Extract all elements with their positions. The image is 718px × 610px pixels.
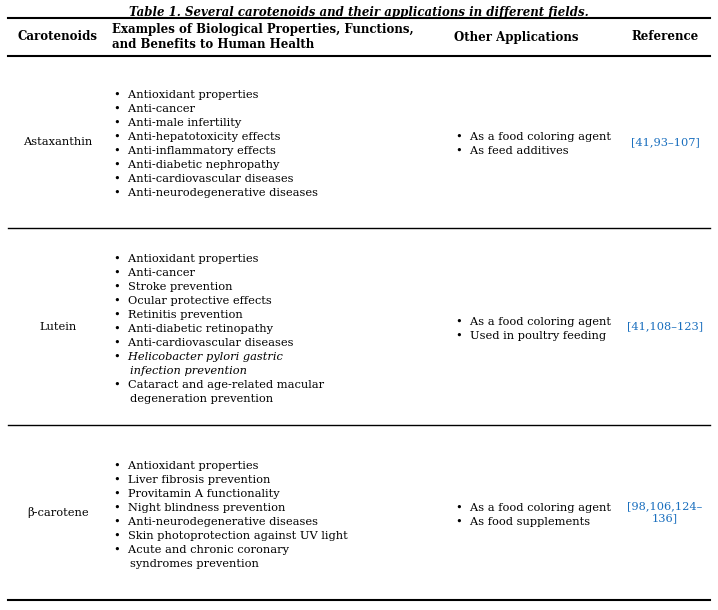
Text: •  Skin photoprotection against UV light: • Skin photoprotection against UV light (114, 531, 348, 540)
Text: syndromes prevention: syndromes prevention (130, 559, 259, 569)
Text: •  Night blindness prevention: • Night blindness prevention (114, 503, 285, 512)
Text: •  Antioxidant properties: • Antioxidant properties (114, 461, 258, 471)
Text: Examples of Biological Properties, Functions,
and Benefits to Human Health: Examples of Biological Properties, Funct… (112, 23, 414, 51)
Text: Astaxanthin: Astaxanthin (24, 137, 93, 147)
Text: •  As a food coloring agent: • As a food coloring agent (456, 317, 611, 327)
Text: •  Stroke prevention: • Stroke prevention (114, 282, 233, 292)
Text: •  Anti-diabetic nephropathy: • Anti-diabetic nephropathy (114, 160, 279, 170)
Text: •  Helicobacter pylori gastric: • Helicobacter pylori gastric (114, 352, 283, 362)
Text: •  Acute and chronic coronary: • Acute and chronic coronary (114, 545, 289, 554)
Text: Table 1. Several carotenoids and their applications in different fields.: Table 1. Several carotenoids and their a… (129, 6, 589, 19)
Text: Lutein: Lutein (39, 321, 77, 331)
Text: •  Anti-male infertility: • Anti-male infertility (114, 118, 241, 128)
Text: •  Antioxidant properties: • Antioxidant properties (114, 90, 258, 100)
Text: [41,93–107]: [41,93–107] (630, 137, 699, 147)
Text: •  Ocular protective effects: • Ocular protective effects (114, 296, 271, 306)
Text: •  Provitamin A functionality: • Provitamin A functionality (114, 489, 279, 498)
Text: •  As a food coloring agent: • As a food coloring agent (456, 132, 611, 142)
Text: •  Retinitis prevention: • Retinitis prevention (114, 310, 243, 320)
Text: •  Cataract and age-related macular: • Cataract and age-related macular (114, 379, 324, 390)
Text: •  Anti-inflammatory effects: • Anti-inflammatory effects (114, 146, 276, 156)
Text: •  Anti-cardiovascular diseases: • Anti-cardiovascular diseases (114, 174, 294, 184)
Text: Carotenoids: Carotenoids (18, 30, 98, 43)
Text: degeneration prevention: degeneration prevention (130, 393, 273, 404)
Text: •  Anti-neurodegenerative diseases: • Anti-neurodegenerative diseases (114, 517, 318, 526)
Text: •  Antioxidant properties: • Antioxidant properties (114, 254, 258, 264)
Text: •  As feed additives: • As feed additives (456, 146, 569, 156)
Text: [98,106,124–
136]: [98,106,124– 136] (628, 501, 703, 523)
Text: •  As food supplements: • As food supplements (456, 517, 590, 526)
Text: •  Anti-cancer: • Anti-cancer (114, 268, 195, 278)
Text: infection prevention: infection prevention (130, 366, 247, 376)
Text: [41,108–123]: [41,108–123] (627, 321, 703, 331)
Text: •  Anti-diabetic retinopathy: • Anti-diabetic retinopathy (114, 324, 273, 334)
Text: β-carotene: β-carotene (27, 507, 89, 518)
Text: •  Used in poultry feeding: • Used in poultry feeding (456, 331, 606, 341)
Text: •  Anti-cardiovascular diseases: • Anti-cardiovascular diseases (114, 338, 294, 348)
Text: •  Anti-hepatotoxicity effects: • Anti-hepatotoxicity effects (114, 132, 281, 142)
Text: •  Liver fibrosis prevention: • Liver fibrosis prevention (114, 475, 271, 485)
Text: •  Anti-neurodegenerative diseases: • Anti-neurodegenerative diseases (114, 188, 318, 198)
Text: •  As a food coloring agent: • As a food coloring agent (456, 503, 611, 512)
Text: Other Applications: Other Applications (454, 30, 579, 43)
Text: Reference: Reference (631, 30, 699, 43)
Text: •  Anti-cancer: • Anti-cancer (114, 104, 195, 114)
